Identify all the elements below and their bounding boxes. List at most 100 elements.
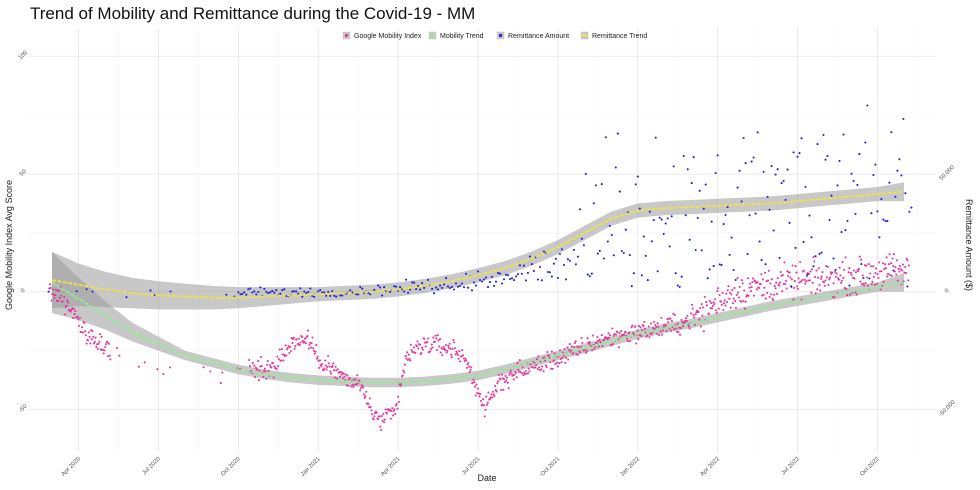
remittance-point (454, 282, 458, 285)
mobility-point (890, 274, 893, 277)
remittance-point (818, 252, 821, 255)
remittance-point (456, 285, 460, 288)
mobility-point (277, 357, 280, 360)
remittance-point (726, 206, 729, 209)
remittance-point (542, 250, 545, 253)
mobility-point (66, 301, 69, 304)
mobility-point (389, 417, 392, 420)
remittance-point (602, 257, 605, 260)
mobility-point (444, 343, 447, 347)
mobility-point (749, 290, 752, 293)
mobility-point (339, 375, 342, 378)
remittance-point (496, 271, 500, 275)
mobility-point (901, 269, 904, 272)
mobility-point (516, 362, 519, 365)
mobility-point (849, 271, 852, 274)
mobility-point (817, 267, 820, 270)
mobility-point (611, 327, 614, 330)
remittance-point (662, 232, 665, 235)
mobility-point (669, 317, 672, 320)
remittance-point (854, 212, 857, 215)
mobility-point (327, 362, 330, 365)
remittance-point (846, 219, 849, 222)
remittance-point (373, 288, 376, 291)
mobility-point (670, 329, 673, 332)
mobility-point (350, 385, 353, 388)
mobility-point (894, 266, 897, 269)
remittance-point (317, 290, 320, 293)
mobility-point (462, 354, 465, 357)
mobility-point (702, 306, 705, 309)
remittance-point (301, 295, 304, 298)
remittance-point (722, 223, 725, 226)
mobility-point (446, 349, 449, 352)
mobility-point (703, 295, 706, 299)
mobility-point (324, 364, 327, 367)
mobility-point (518, 359, 521, 362)
mobility-point (89, 342, 92, 345)
mobility-point (433, 340, 436, 343)
mobility-point (527, 367, 530, 370)
mobility-point (278, 348, 281, 351)
remittance-point (606, 240, 609, 243)
mobility-point (444, 349, 447, 352)
mobility-point (736, 277, 739, 280)
mobility-point (687, 325, 691, 328)
remittance-point (532, 269, 535, 272)
mobility-point (307, 347, 310, 350)
y-tick-label: 50 (19, 168, 28, 177)
mobility-point (743, 307, 746, 310)
mobility-point (631, 324, 634, 327)
mobility-point (737, 296, 741, 299)
mobility-point (248, 358, 251, 362)
mobility-point (809, 270, 812, 273)
remittance-point (369, 293, 372, 296)
mobility-point (273, 365, 276, 368)
mobility-point (720, 303, 723, 306)
mobility-point (489, 396, 492, 399)
mobility-point (284, 344, 287, 347)
mobility-point (520, 372, 524, 375)
remittance-point (748, 214, 751, 217)
remittance-point (644, 254, 647, 257)
mobility-point (367, 402, 370, 406)
remittance-point (824, 158, 827, 161)
mobility-point (397, 400, 401, 403)
remittance-point (333, 294, 336, 297)
mobility-point (473, 385, 477, 388)
mobility-point (515, 376, 518, 379)
mobility-point (764, 297, 767, 300)
mobility-point (693, 316, 696, 319)
mobility-point (81, 331, 84, 334)
mobility-point (895, 273, 898, 276)
mobility-point (756, 281, 759, 284)
mobility-point (898, 270, 901, 273)
mobility-point (705, 304, 708, 307)
mobility-point (586, 337, 589, 340)
mobility-point (500, 389, 503, 392)
mobility-point (561, 356, 564, 359)
remittance-point (520, 272, 523, 275)
mobility-point (276, 355, 279, 358)
x-axis-title: Date (477, 473, 496, 483)
mobility-point (636, 329, 639, 332)
mobility-point (503, 381, 506, 384)
remittance-point (882, 218, 885, 221)
mobility-point (708, 312, 711, 315)
mobility-point (640, 334, 643, 338)
mobility-point (254, 376, 257, 379)
remittance-point (792, 151, 795, 154)
mobility-point (714, 309, 717, 312)
mobility-point (96, 347, 99, 350)
mobility-point (576, 353, 579, 356)
mobility-point (859, 280, 862, 283)
mobility-point (429, 347, 433, 351)
remittance-point (558, 252, 561, 256)
mobility-point (862, 282, 865, 285)
mobility-point (53, 296, 56, 300)
mobility-point (482, 398, 485, 401)
mobility-point (874, 272, 877, 275)
mobility-point (664, 324, 667, 327)
remittance-point (355, 293, 358, 296)
mobility-point (887, 263, 890, 266)
